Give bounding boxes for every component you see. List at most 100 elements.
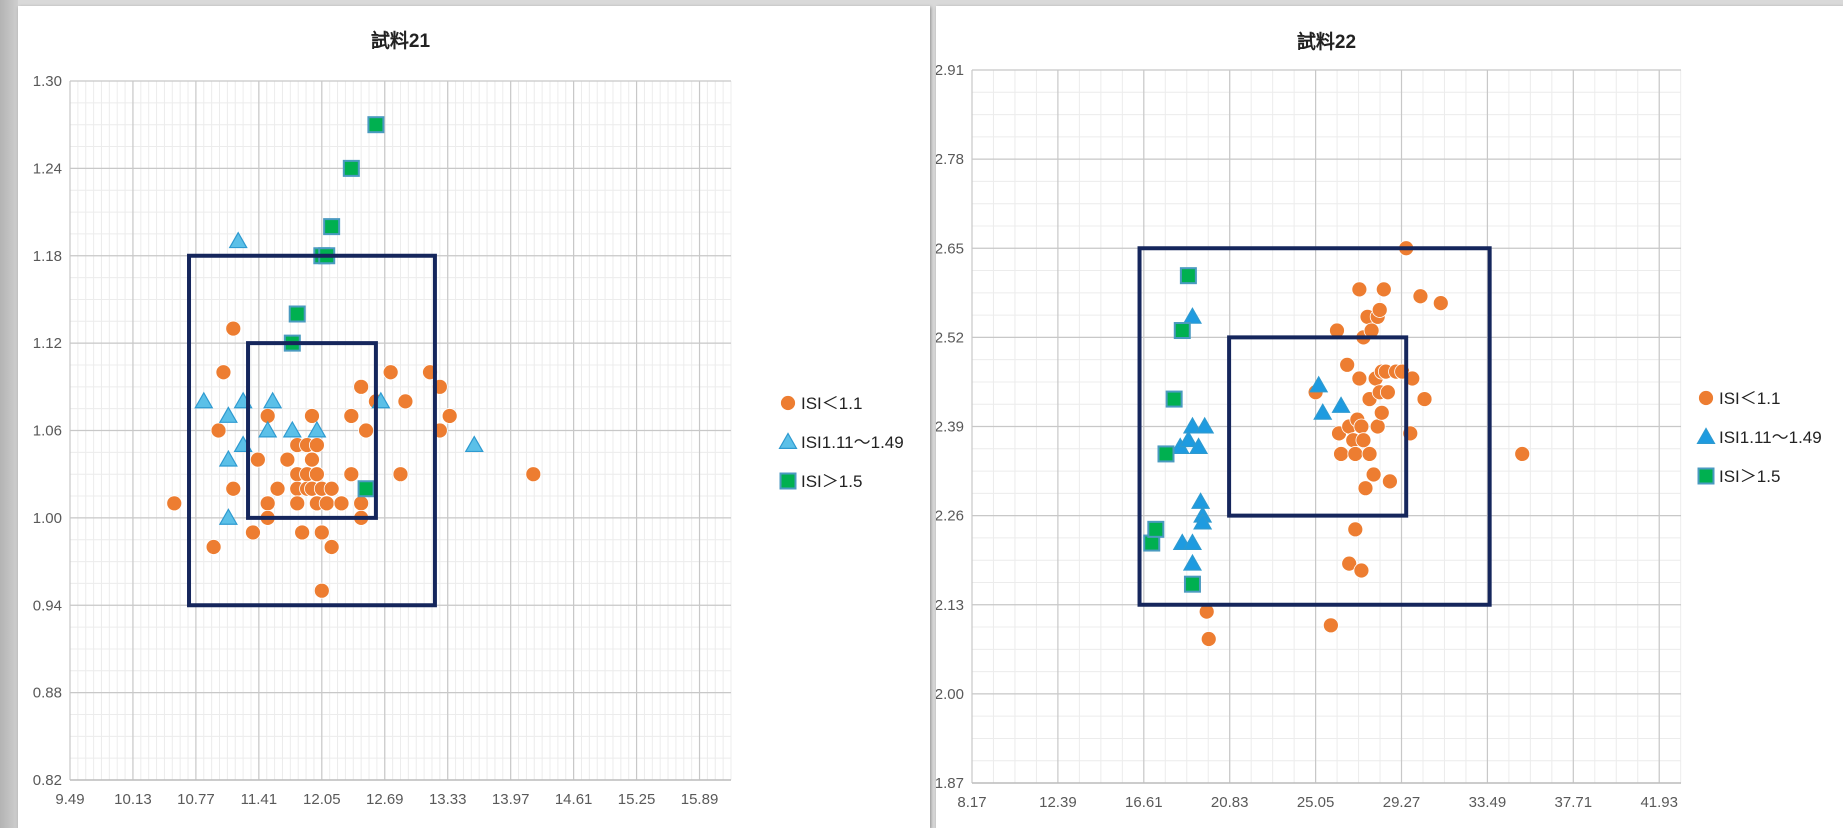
x-tick-label: 10.13 [114, 791, 152, 808]
data-point [210, 422, 227, 439]
data-point [282, 420, 302, 438]
legend[interactable]: ISI＜1.1 ISI1.11～1.49 ISI＞1.5 [1696, 389, 1822, 486]
data-point [1183, 575, 1201, 593]
data-point [1182, 553, 1202, 571]
x-tick-label: 16.61 [1125, 794, 1163, 811]
data-point [525, 466, 542, 483]
y-tick-label: 2.00 [936, 686, 964, 703]
legend-label: ISI1.11～1.49 [801, 433, 904, 452]
x-tick-label: 11.41 [241, 791, 277, 808]
chart-panel-1[interactable]: 試料21 9.49 10.13 10.77 11.41 12.05 12.69 13.33 13… [18, 6, 930, 828]
data-point [269, 480, 286, 497]
data-point [308, 437, 325, 453]
series-3 [1143, 267, 1201, 593]
data-point [1355, 432, 1372, 449]
x-tick-label: 10.77 [177, 791, 215, 808]
data-point [1309, 375, 1329, 393]
data-point [323, 218, 341, 236]
data-point [263, 391, 283, 409]
x-tick-label: 41.93 [1640, 794, 1678, 811]
data-point [1375, 281, 1392, 298]
data-point [1165, 390, 1183, 408]
data-point [1347, 446, 1364, 462]
legend-marker [779, 472, 797, 490]
data-point [1351, 281, 1368, 298]
data-point [166, 495, 183, 512]
legend[interactable]: ISI＜1.1 ISI1.11～1.49 ISI＞1.5 [778, 394, 904, 491]
data-point [441, 408, 458, 424]
data-point [308, 466, 325, 483]
series-2 [194, 231, 484, 525]
legend-marker [1697, 467, 1715, 485]
x-tick-label: 25.05 [1297, 794, 1335, 811]
data-point [289, 495, 306, 512]
data-point [1341, 555, 1358, 572]
y-tick-label: 1.12 [33, 335, 62, 352]
data-point [304, 451, 320, 468]
region-rectangle [1137, 246, 1492, 607]
data-point [464, 435, 484, 453]
x-tick-label: 14.61 [555, 791, 593, 808]
data-point [1157, 445, 1175, 463]
y-tick-label: 1.30 [33, 73, 62, 90]
data-point [1412, 288, 1429, 305]
series-2 [1170, 307, 1351, 571]
data-point [342, 159, 360, 177]
data-point [358, 422, 374, 439]
data-point [1365, 466, 1382, 483]
y-tick-label: 2.52 [936, 329, 964, 346]
data-point [1195, 416, 1215, 434]
data-point [225, 480, 242, 497]
data-point [1189, 437, 1209, 455]
data-point [1322, 617, 1339, 634]
data-point [1369, 418, 1386, 435]
x-tick-label: 13.97 [492, 791, 530, 808]
y-tick-label: 0.88 [33, 685, 62, 702]
data-point [1178, 430, 1198, 448]
data-point [1191, 492, 1211, 509]
data-point [1200, 631, 1217, 647]
y-tick-label: 2.39 [936, 419, 964, 436]
data-point [218, 508, 238, 525]
data-point [1179, 267, 1197, 285]
data-point [1147, 520, 1165, 538]
scatter-chart-2: 試料22 8.17 12.39 16.61 20.83 25.05 29.27 33.49 37… [936, 30, 1822, 811]
series-1 [1198, 240, 1531, 647]
gridlines [69, 80, 732, 781]
data-point [218, 406, 238, 423]
y-tick-label: 1.87 [936, 775, 964, 792]
legend-marker [778, 432, 798, 449]
data-point [318, 495, 335, 512]
region-rectangle [187, 253, 437, 608]
background-window-edge [0, 0, 18, 828]
data-point [343, 408, 360, 424]
y-tick-label: 1.00 [33, 510, 62, 527]
x-tick-label: 12.39 [1039, 794, 1077, 811]
x-tick-label: 37.71 [1555, 794, 1593, 811]
data-point [397, 393, 414, 410]
gridlines [971, 69, 1682, 784]
x-tick-label: 13.33 [429, 791, 467, 808]
data-point [1361, 446, 1378, 462]
data-point [1182, 533, 1202, 551]
data-point [323, 539, 340, 555]
x-tick-label: 12.05 [303, 791, 341, 808]
data-point [1353, 562, 1370, 579]
data-point [1182, 307, 1202, 324]
data-point [228, 231, 248, 249]
chart-title: 試料21 [371, 29, 431, 52]
data-point [1333, 446, 1349, 462]
data-point [353, 378, 370, 395]
data-point [194, 391, 214, 409]
data-point [1514, 446, 1531, 462]
data-point [1373, 404, 1390, 421]
x-tick-label: 9.49 [55, 791, 84, 808]
chart-panel-2[interactable]: 試料22 8.17 12.39 16.61 20.83 25.05 29.27 33.49 37… [936, 6, 1843, 828]
scatter-chart-1: 試料21 9.49 10.13 10.77 11.41 12.05 12.69 13.33 13… [33, 29, 904, 808]
y-tick-label: 0.82 [33, 772, 62, 789]
data-point [313, 524, 330, 541]
data-point [333, 495, 350, 512]
x-tick-label: 15.25 [618, 791, 656, 808]
y-tick-label: 0.94 [33, 597, 62, 614]
data-point [218, 449, 238, 467]
